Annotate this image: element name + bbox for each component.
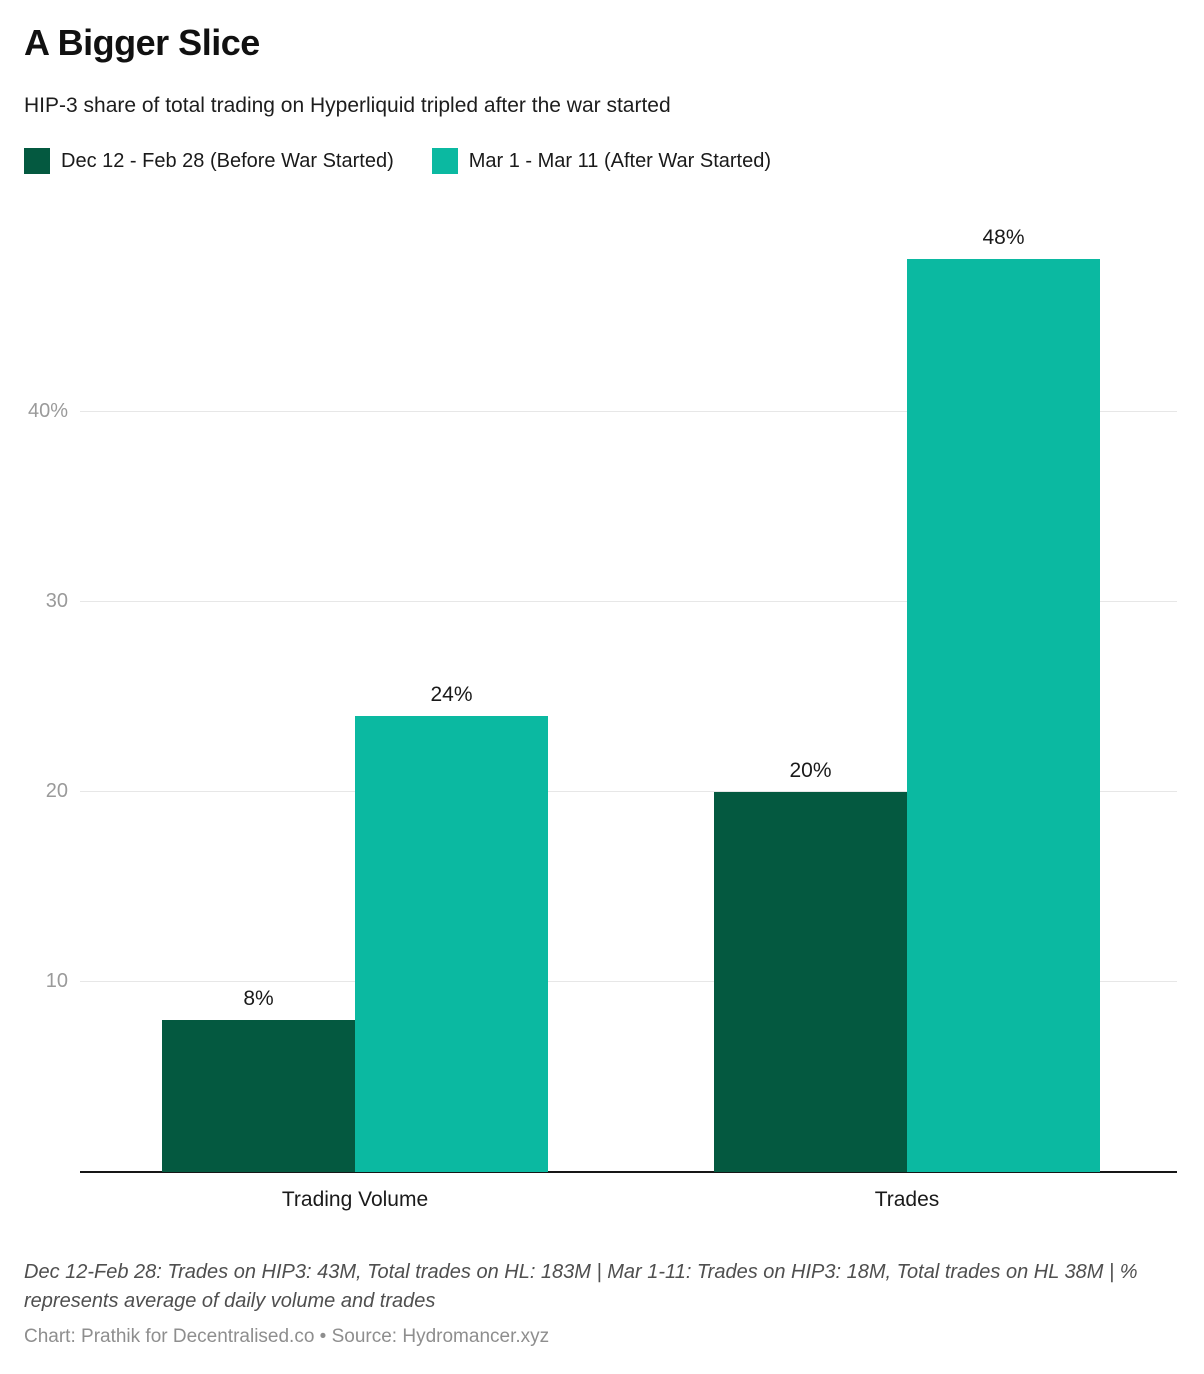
y-axis-label-10: 10 (45, 969, 68, 992)
bar-value-label: 24% (430, 682, 473, 706)
bar-value-label: 20% (789, 758, 832, 782)
legend-label: Mar 1 - Mar 11 (After War Started) (468, 149, 772, 172)
gridline-20 (80, 790, 1177, 792)
gridline-10 (80, 980, 1177, 982)
footer-notes: Dec 12-Feb 28: Trades on HIP3: 43M, Tota… (24, 1261, 1138, 1312)
bar-trading-volume-series-1 (355, 715, 548, 1172)
y-axis-label-20: 20 (45, 779, 68, 802)
plot-area: 8% 24% 20% 48% (80, 210, 1177, 1173)
bar-chart: 8% 24% 20% 48% 10 20 30 40% Trading Volume Trade… (0, 210, 1204, 1240)
page-title: A Bigger Slice (24, 22, 260, 63)
legend-label: Dec 12 - Feb 28 (Before War Started) (61, 149, 394, 172)
gridline-40 (80, 410, 1177, 412)
bar-trades-series-1 (907, 259, 1100, 1172)
bar-trading-volume-series-0 (162, 1019, 355, 1172)
legend-swatch-icon (24, 148, 50, 174)
chart-subtitle: HIP-3 share of total trading on Hyperliq… (24, 94, 671, 117)
bar-trades-series-0 (714, 791, 907, 1172)
x-axis-line (80, 1171, 1177, 1173)
y-axis-label-30: 30 (45, 589, 68, 612)
y-axis-label-40: 40% (27, 399, 68, 422)
category-label-0: Trading Volume (281, 1188, 429, 1211)
legend-item-1: Mar 1 - Mar 11 (After War Started) (431, 148, 772, 174)
legend-item-0: Dec 12 - Feb 28 (Before War Started) (24, 148, 394, 174)
footer-credit: Chart: Prathik for Decentralised.co • So… (24, 1326, 550, 1347)
category-label-1: Trades (874, 1188, 940, 1211)
legend-swatch-icon (431, 148, 458, 174)
bar-value-label: 8% (243, 986, 274, 1010)
gridline-30 (80, 600, 1177, 602)
chart-legend: Dec 12 - Feb 28 (Before War Started) Mar … (24, 148, 771, 174)
bar-value-label: 48% (982, 226, 1025, 250)
